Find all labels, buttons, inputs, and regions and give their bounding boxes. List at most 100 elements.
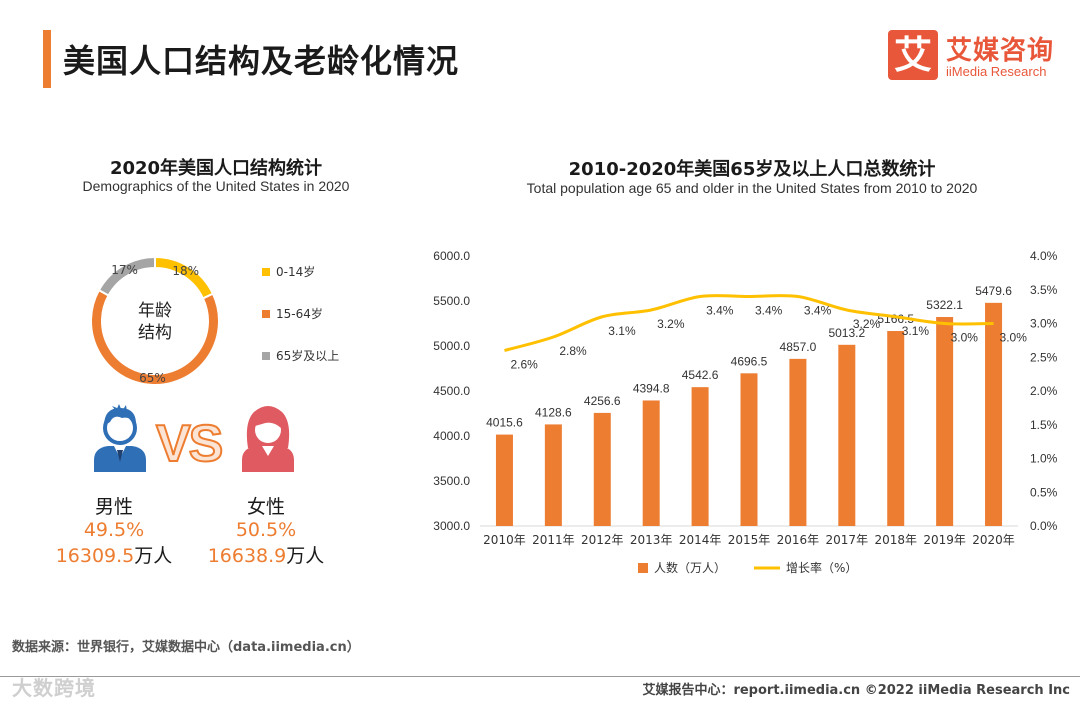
- y-right-tick-label: 2.5%: [1030, 350, 1058, 364]
- male-label: 男性: [94, 496, 133, 518]
- bar-data-label: 5322.1: [926, 298, 963, 312]
- donut-slice-label: 17%: [111, 262, 138, 277]
- watermark-text: 大数跨境: [12, 676, 96, 700]
- bar-data-label: 4857.0: [780, 340, 817, 354]
- bar-data-label: 4128.6: [535, 405, 572, 419]
- bar-data-label: 4256.6: [584, 394, 621, 408]
- x-tick-label: 2012年: [581, 533, 624, 547]
- line-data-label: 3.4%: [804, 304, 832, 318]
- x-tick-label: 2019年: [923, 533, 966, 547]
- bar-data-label: 4015.6: [486, 416, 523, 430]
- y-left-tick-label: 5500.0: [433, 294, 470, 308]
- y-right-tick-label: 3.5%: [1030, 283, 1058, 297]
- donut-center-line-2: 结构: [138, 323, 172, 343]
- female-stats: 女性 50.5% 16638.9万人: [204, 492, 328, 568]
- title-accent-bar: [43, 30, 51, 88]
- x-tick-label: 2020年: [972, 533, 1015, 547]
- bar: [593, 412, 611, 526]
- female-label: 女性: [246, 496, 285, 518]
- donut-legend: 0-14岁 15-64岁 65岁及以上: [262, 264, 339, 390]
- bar: [985, 302, 1003, 526]
- line-data-label: 3.1%: [608, 324, 636, 338]
- bar: [544, 424, 562, 526]
- legend-swatch: [262, 352, 270, 360]
- female-pop-number: 16638.9: [207, 545, 287, 567]
- legend-item-65-plus: 65岁及以上: [262, 348, 339, 390]
- vs-text: VS: [155, 414, 224, 474]
- left-chart-title: 2020年美国人口结构统计: [109, 158, 323, 179]
- bar: [495, 434, 513, 526]
- x-tick-label: 2016年: [777, 533, 820, 547]
- female-percent: 50.5%: [235, 519, 297, 541]
- male-percent: 49.5%: [83, 519, 145, 541]
- bar: [887, 331, 905, 526]
- bar: [789, 358, 807, 526]
- line-data-label: 3.4%: [706, 304, 734, 318]
- bar: [936, 317, 954, 526]
- line-data-label: 3.2%: [657, 317, 685, 331]
- male-population: 16309.5万人: [52, 541, 176, 568]
- legend-item-0-14: 0-14岁: [262, 264, 339, 306]
- bar: [740, 373, 758, 526]
- bar: [642, 400, 660, 526]
- donut-slice-label: 65%: [139, 371, 166, 386]
- donut-slice-label: 18%: [172, 263, 200, 278]
- legend-label: 65岁及以上: [276, 349, 340, 363]
- donut-slice: [97, 255, 156, 297]
- line-data-label: 3.2%: [853, 317, 881, 331]
- male-stats: 男性 49.5% 16309.5万人: [52, 492, 176, 568]
- logo-cn-text: 艾媒咨询: [946, 36, 1055, 66]
- y-right-tick-label: 4.0%: [1030, 249, 1058, 263]
- line-data-label: 2.6%: [510, 358, 538, 372]
- legend-swatch: [262, 268, 270, 276]
- legend-item-15-64: 15-64岁: [262, 306, 339, 348]
- right-chart-title: 2010-2020年美国65岁及以上人口总数统计: [568, 159, 936, 180]
- legend-bar-swatch: [638, 563, 648, 573]
- left-chart-subtitle: Demographics of the United States in 202…: [82, 178, 350, 194]
- y-right-tick-label: 2.0%: [1030, 384, 1058, 398]
- bar-data-label: 4696.5: [731, 354, 768, 368]
- line-data-label: 3.0%: [1000, 331, 1028, 345]
- male-icon: [94, 404, 146, 472]
- bar: [691, 387, 709, 526]
- x-tick-label: 2017年: [826, 533, 869, 547]
- y-right-tick-label: 1.5%: [1030, 418, 1058, 432]
- female-population: 16638.9万人: [204, 541, 328, 568]
- brand-logo: 艾 艾媒咨询 iiMedia Research: [888, 30, 1068, 82]
- right-chart-subtitle: Total population age 65 and older in the…: [526, 180, 978, 196]
- legend-label: 0-14岁: [276, 265, 316, 279]
- y-right-tick-label: 0.0%: [1030, 519, 1058, 533]
- line-data-label: 3.0%: [951, 331, 979, 345]
- bar-data-label: 5479.6: [975, 284, 1012, 298]
- legend-line-label: 增长率（%）: [786, 560, 857, 575]
- bar: [838, 344, 856, 526]
- bar-data-label: 5013.2: [828, 326, 865, 340]
- x-tick-label: 2018年: [874, 533, 917, 547]
- y-right-tick-label: 3.0%: [1030, 317, 1058, 331]
- female-pop-unit: 万人: [286, 545, 325, 567]
- male-pop-number: 16309.5: [55, 545, 135, 567]
- page-title: 美国人口结构及老龄化情况: [63, 42, 460, 80]
- y-left-tick-label: 3000.0: [433, 519, 470, 533]
- x-tick-label: 2011年: [532, 533, 575, 547]
- logo-en-text: iiMedia Research: [946, 64, 1047, 79]
- line-data-label: 3.1%: [902, 324, 930, 338]
- y-left-tick-label: 6000.0: [433, 249, 470, 263]
- population-65-plus-chart: 3000.0 3500.0 4000.0 4500.0 5000.0 5500.0 6000…: [433, 249, 1058, 575]
- age-structure-donut: [90, 255, 220, 386]
- donut-center-label: 年龄 结构: [115, 300, 195, 344]
- footer-divider: [0, 676, 1080, 677]
- legend-bar-label: 人数（万人）: [654, 560, 726, 575]
- line-data-label: 3.4%: [755, 304, 783, 318]
- x-tick-label: 2014年: [679, 533, 722, 547]
- legend-swatch: [262, 310, 270, 318]
- y-right-tick-label: 0.5%: [1030, 485, 1058, 499]
- y-right-tick-label: 1.0%: [1030, 452, 1058, 466]
- female-icon: [242, 406, 294, 472]
- y-left-tick-label: 3500.0: [433, 474, 470, 488]
- data-source-note: 数据来源：世界银行，艾媒数据中心（data.iimedia.cn）: [12, 640, 360, 655]
- footer-copyright: 艾媒报告中心：report.iimedia.cn ©2022 iiMedia R…: [642, 683, 1070, 698]
- donut-center-line-1: 年龄: [138, 301, 172, 321]
- male-pop-unit: 万人: [134, 545, 173, 567]
- y-left-tick-label: 5000.0: [433, 339, 470, 353]
